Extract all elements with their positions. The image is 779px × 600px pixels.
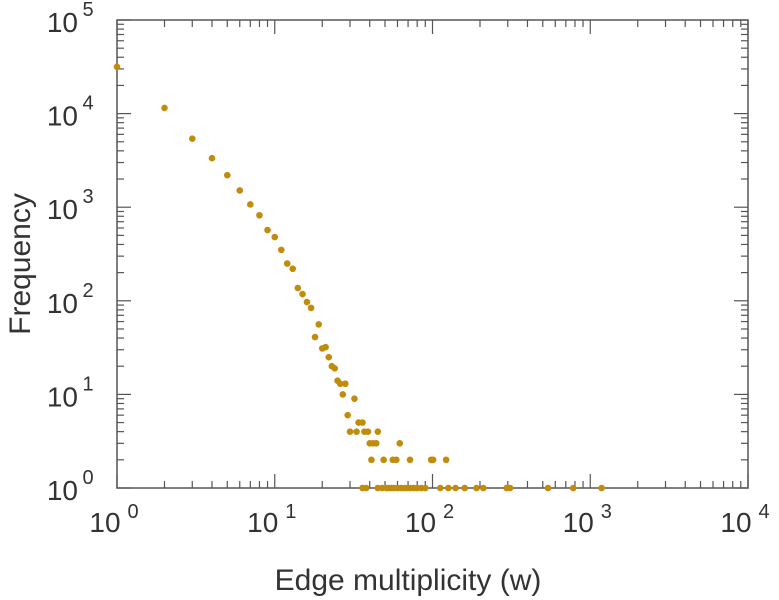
data-point [247,201,254,208]
data-point [372,440,380,447]
data-point [223,171,231,179]
data-point [368,456,375,464]
data-point [396,440,404,447]
data-point [436,484,444,492]
y-tick-exponent: 5 [82,0,93,21]
data-point [307,304,315,312]
data-point [364,428,372,435]
x-tick-label: 10 [563,507,594,538]
data-point [236,187,244,194]
x-tick-exponent: 4 [758,501,769,523]
data-point [351,395,358,402]
data-point [277,246,285,254]
data-point [346,428,354,435]
data-point [289,265,297,273]
data-point [445,484,452,492]
data-point [598,484,605,492]
data-point [271,233,279,241]
data-point [461,484,468,492]
x-axis-label: Edge multiplicity (w) [275,564,542,597]
data-point [353,428,360,435]
data-point [331,365,339,372]
data-point [299,290,306,298]
y-tick-exponent: 1 [82,373,93,395]
x-tick-exponent: 0 [127,501,138,523]
data-point [311,333,319,341]
y-tick-label: 10 [47,194,78,225]
data-point [452,484,459,492]
y-tick-label: 10 [47,288,78,319]
data-point [113,63,121,71]
data-point [208,154,216,162]
data-point [256,211,263,219]
x-tick-label: 10 [89,507,120,538]
x-tick-label: 10 [405,507,436,538]
y-tick-exponent: 4 [82,93,93,115]
x-tick-exponent: 1 [285,501,296,523]
data-point [303,298,311,306]
x-tick-label: 10 [720,507,751,538]
y-tick-label: 10 [47,381,78,412]
data-point [359,419,366,426]
plot-frame [116,19,749,489]
data-points [113,63,605,492]
y-axis-label: Frequency [4,193,37,335]
data-point [339,391,347,398]
y-tick-label: 10 [47,101,78,132]
y-tick-label: 10 [47,7,78,38]
data-point [429,456,437,464]
data-point [362,484,370,492]
x-tick-exponent: 3 [601,501,612,523]
y-tick-exponent: 0 [82,467,93,489]
data-point [544,484,552,492]
data-point [283,260,291,267]
data-point [569,484,577,492]
x-tick-label: 10 [247,507,278,538]
data-point [336,380,344,388]
y-tick-exponent: 3 [82,186,93,208]
data-point [161,104,168,112]
data-point [406,456,414,464]
data-point [380,456,387,464]
data-point [325,353,333,361]
data-point [188,135,196,142]
y-tick-exponent: 2 [82,280,93,302]
data-point [322,343,329,351]
data-point [393,456,400,464]
data-point [374,428,382,435]
data-point [480,484,487,492]
data-point [506,484,514,492]
tick-labels: 10 0 10 1 10 2 10 3 10 410 010 110 210 310 410 5 [47,0,770,538]
data-point [341,380,349,388]
data-point [264,226,271,234]
axis-ticks [116,19,749,489]
data-point [344,411,351,419]
data-point [294,284,302,292]
data-point [442,456,450,464]
y-tick-label: 10 [47,475,78,506]
x-tick-exponent: 2 [443,501,454,523]
data-point [315,321,323,328]
data-point [421,484,429,492]
data-point [473,484,480,492]
